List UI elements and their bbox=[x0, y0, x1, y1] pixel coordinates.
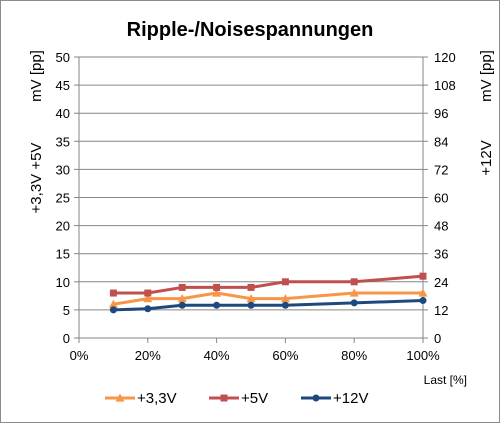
y-axis-right-label-rail: +12V bbox=[478, 140, 495, 175]
y-axis-left-label-rails: +3,3V +5V bbox=[28, 143, 45, 214]
data-point-12v bbox=[213, 301, 221, 309]
series-line-5v bbox=[113, 274, 424, 295]
data-point-12v bbox=[109, 306, 117, 314]
y-tick-label-right: 0 bbox=[434, 331, 441, 346]
y-tick-label-left: 35 bbox=[56, 134, 70, 149]
series-line-33v bbox=[113, 291, 423, 306]
y-tick-label-left: 30 bbox=[56, 162, 70, 177]
y-tick-label-right: 24 bbox=[434, 275, 448, 290]
data-point-12v bbox=[144, 305, 152, 313]
y-axis-right-label-unit: mV [pp] bbox=[478, 50, 495, 102]
legend-swatch-marker bbox=[220, 394, 228, 402]
x-tick-label: 60% bbox=[272, 348, 298, 363]
x-axis-ticks: 0% 20% 40% 60% 80% 100% bbox=[70, 338, 440, 363]
legend-label: +3,3V bbox=[137, 390, 177, 407]
data-point-5v bbox=[350, 278, 358, 286]
x-tick-label: 100% bbox=[406, 348, 440, 363]
data-point-12v bbox=[247, 301, 255, 309]
y-tick-label-left: 25 bbox=[56, 191, 70, 206]
data-point-5v bbox=[213, 283, 221, 291]
x-tick-label: 40% bbox=[204, 348, 230, 363]
data-point-5v bbox=[281, 278, 289, 286]
data-point-33v bbox=[143, 294, 153, 303]
legend: +3,3V +5V +12V bbox=[105, 390, 368, 407]
data-point-5v bbox=[109, 289, 117, 297]
legend-item-12v: +12V bbox=[301, 390, 368, 407]
y-tick-label-left: 5 bbox=[63, 303, 70, 318]
chart-title: Ripple-/Noisespannungen bbox=[127, 19, 374, 41]
data-point-33v bbox=[212, 288, 222, 297]
data-point-12v bbox=[350, 299, 358, 307]
y-tick-label-right: 120 bbox=[434, 50, 456, 65]
legend-item-33v: +3,3V bbox=[105, 390, 177, 407]
y-tick-label-left: 40 bbox=[56, 106, 70, 121]
series-layer bbox=[108, 272, 428, 314]
x-tick-label: 0% bbox=[70, 348, 89, 363]
y-axis-left-label-unit: mV [pp] bbox=[28, 50, 45, 102]
y-axis-right-ticks: 0 12 24 36 48 60 72 84 96 108 120 bbox=[423, 50, 456, 346]
y-tick-label-right: 12 bbox=[434, 303, 448, 318]
legend-label: +12V bbox=[333, 390, 368, 407]
data-point-5v bbox=[419, 272, 427, 280]
y-tick-label-right: 48 bbox=[434, 219, 448, 234]
x-tick-label: 20% bbox=[135, 348, 161, 363]
data-point-33v bbox=[280, 294, 290, 303]
data-point-33v bbox=[177, 294, 187, 303]
series-5v bbox=[109, 272, 427, 297]
y-tick-label-right: 84 bbox=[434, 134, 448, 149]
series-line-12v bbox=[113, 299, 424, 312]
y-tick-label-right: 96 bbox=[434, 106, 448, 121]
y-tick-label-right: 72 bbox=[434, 162, 448, 177]
y-tick-label-left: 10 bbox=[56, 275, 70, 290]
x-tick-label: 80% bbox=[341, 348, 367, 363]
data-point-33v bbox=[349, 288, 359, 297]
x-axis-label: Last [%] bbox=[424, 373, 467, 387]
legend-swatch-marker bbox=[115, 393, 125, 402]
data-point-33v bbox=[246, 294, 256, 303]
data-point-5v bbox=[144, 289, 152, 297]
legend-swatch-marker bbox=[312, 394, 320, 402]
y-tick-label-right: 108 bbox=[434, 78, 456, 93]
y-tick-label-right: 36 bbox=[434, 247, 448, 262]
y-tick-label-right: 60 bbox=[434, 191, 448, 206]
y-tick-label-left: 20 bbox=[56, 219, 70, 234]
series-12v bbox=[109, 297, 427, 314]
legend-label: +5V bbox=[241, 390, 268, 407]
data-point-5v bbox=[247, 283, 255, 291]
y-tick-label-left: 50 bbox=[56, 50, 70, 65]
data-point-12v bbox=[178, 301, 186, 309]
data-point-12v bbox=[419, 297, 427, 305]
data-point-12v bbox=[281, 301, 289, 309]
legend-item-5v: +5V bbox=[209, 390, 268, 407]
y-tick-label-left: 45 bbox=[56, 78, 70, 93]
y-tick-label-left: 15 bbox=[56, 247, 70, 262]
data-point-33v bbox=[108, 299, 118, 308]
data-point-5v bbox=[178, 283, 186, 291]
y-axis-left-ticks: 0 5 10 15 20 25 30 35 40 45 50 bbox=[56, 50, 79, 346]
series-33v bbox=[108, 288, 428, 308]
data-point-33v bbox=[418, 288, 428, 297]
y-tick-label-left: 0 bbox=[63, 331, 70, 346]
